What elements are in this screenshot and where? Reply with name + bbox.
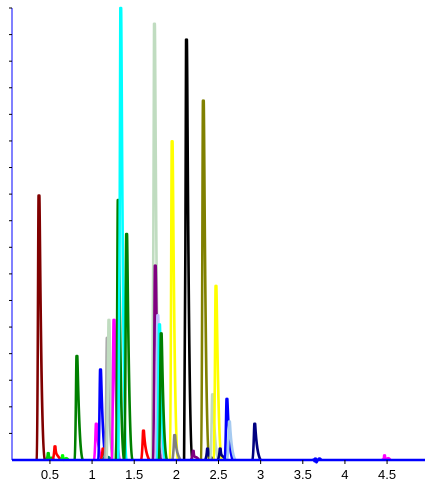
x-tick-label: 3 xyxy=(257,467,264,482)
peak-series-1 xyxy=(35,194,47,461)
peak-series-2 xyxy=(44,451,56,461)
peak-series-22 xyxy=(168,140,180,461)
peak-series-16 xyxy=(139,429,151,461)
x-tick-label: 2.5 xyxy=(209,467,227,482)
y-axis-ticks xyxy=(9,7,12,434)
peak-series-7 xyxy=(96,368,108,461)
peak-series-29 xyxy=(212,284,224,461)
peak-series-32 xyxy=(225,420,237,461)
peak-series-26 xyxy=(199,99,211,461)
peak-series-5 xyxy=(73,354,85,461)
peak-series-31 xyxy=(223,397,235,461)
peak-series-13 xyxy=(114,198,126,461)
peak-series-33 xyxy=(251,422,262,461)
series-layer xyxy=(35,6,392,464)
peak-series-25 xyxy=(189,449,201,461)
x-tick-label: 3.5 xyxy=(294,467,312,482)
peak-series-23 xyxy=(171,433,182,461)
x-tick-label: 1.5 xyxy=(125,467,143,482)
peak-series-20 xyxy=(155,323,167,461)
peak-series-15 xyxy=(122,232,134,461)
x-tick-label: 2 xyxy=(173,467,180,482)
x-tick-label: 1 xyxy=(88,467,95,482)
peak-series-24 xyxy=(182,38,194,461)
peak-series-14 xyxy=(117,6,128,461)
x-tick-label: 0.5 xyxy=(41,467,59,482)
peak-series-30 xyxy=(216,447,228,461)
x-axis-ticks: 0.5 1 1.5 2 2.5 3 3.5 4 4.5 xyxy=(41,460,396,482)
x-tick-label: 4 xyxy=(341,467,348,482)
peak-series-28 xyxy=(208,393,220,461)
peak-series-21 xyxy=(157,332,169,461)
x-tick-label: 4.5 xyxy=(378,467,396,482)
peak-series-3 xyxy=(51,445,62,461)
